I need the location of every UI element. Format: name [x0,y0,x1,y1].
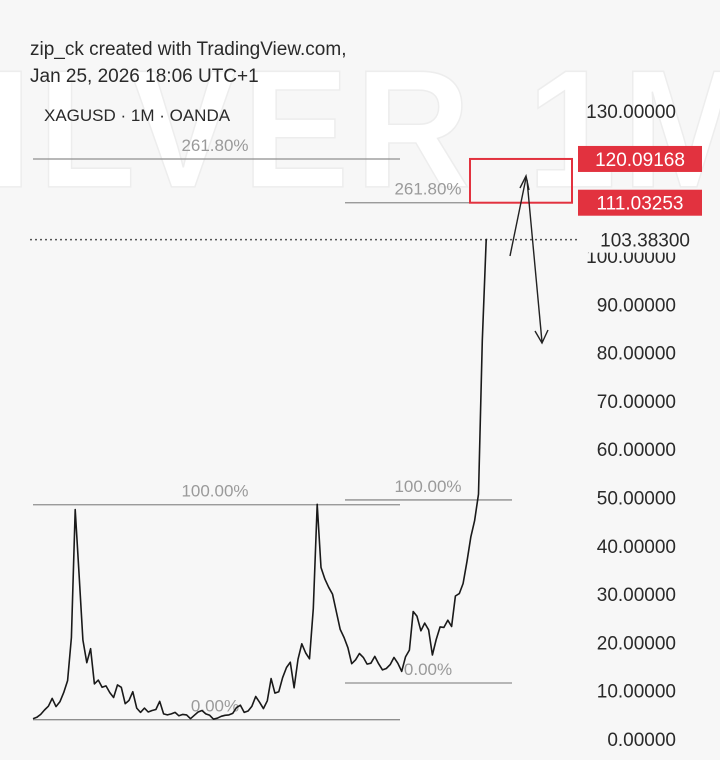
price-label-text: 111.03253 [597,194,684,215]
y-axis-tick-label: 30.00000 [597,585,676,606]
symbol-info: XAGUSD · 1M · OANDA [44,106,231,125]
price-label-text: 120.09168 [595,150,685,171]
arrow-down-shaft [526,179,543,343]
y-axis-tick-label: 130.00000 [586,102,676,123]
attribution-line-2: Jan 25, 2026 18:06 UTC+1 [30,66,259,87]
attribution-line-1: zip_ck created with TradingView.com, [30,39,347,60]
y-axis-tick-label: 10.00000 [597,682,676,703]
price-axis: 0.00000 10.00000 20.00000 30.00000 40.00000 5… [578,102,702,751]
y-axis-tick-label: 20.00000 [597,633,676,654]
y-axis-tick-label: 40.00000 [597,537,676,558]
fib-label: 261.80% [394,180,461,199]
price-label-text: 103.38300 [600,231,690,252]
fibonacci-levels: 0.00%100.00%261.80%0.00%100.00%261.80% [33,136,512,721]
y-axis-tick-label: 70.00000 [597,392,676,413]
fib-label: 261.80% [181,136,248,155]
arrow-down-head [534,329,549,345]
y-axis-tick-label: 80.00000 [597,344,676,365]
y-axis-tick-label: 50.00000 [597,489,676,510]
price-series-line [32,238,488,721]
fib-label: 100.00% [394,477,461,496]
y-axis-tick-label: 90.00000 [597,295,676,316]
attribution-block: zip_ck created with TradingView.com, Jan… [30,36,346,90]
fib-label: 100.00% [181,482,248,501]
watermark-text: SILVER 1M [0,34,720,222]
y-axis-tick-label: 60.00000 [597,440,676,461]
price-label-box [578,189,702,216]
fib-label: 0.00% [404,660,452,679]
price-label-bg [580,226,700,253]
arrow-up-shaft [509,177,527,257]
price-label-box [578,145,702,172]
y-axis-tick-label: 0.00000 [607,730,676,751]
annotations [469,157,573,345]
